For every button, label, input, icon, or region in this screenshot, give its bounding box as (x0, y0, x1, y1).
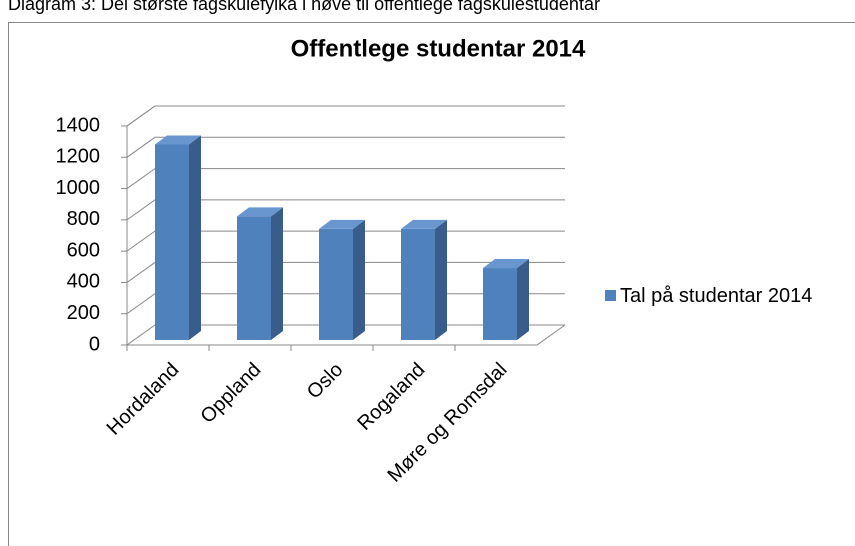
bar-top (237, 207, 283, 217)
bar-side (189, 135, 201, 340)
x-tick-label: Oppland (196, 359, 265, 428)
x-tick-label: Rogaland (353, 359, 429, 435)
y-tick-label: 800 (67, 208, 100, 230)
grid-line (126, 105, 565, 127)
bar (155, 144, 189, 340)
bar-top (155, 135, 201, 145)
legend-swatch (605, 290, 616, 301)
grid-line (126, 136, 565, 158)
y-tick-label: 1200 (56, 146, 101, 168)
bar-top (483, 259, 529, 269)
x-tick-label: Oslo (303, 359, 348, 404)
y-tick-label: 1400 (56, 114, 101, 136)
wall-edge (126, 105, 156, 345)
x-tick-label: Hordaland (103, 359, 184, 440)
chart-title: Offentlege studentar 2014 (291, 35, 586, 62)
bar-side (517, 259, 529, 340)
caption: Diagram 3: Dei største fagskulefylka i h… (8, 0, 600, 14)
y-tick-label: 0 (89, 333, 100, 355)
bar-top (319, 219, 365, 229)
y-tick-label: 600 (67, 239, 100, 261)
y-tick-label: 400 (67, 271, 100, 293)
bar-side (435, 219, 447, 340)
chart-border (8, 22, 855, 546)
floor (127, 324, 566, 346)
y-tick-label: 200 (67, 302, 100, 324)
bar-side (353, 219, 365, 340)
legend-label: Tal på studentar 2014 (620, 285, 813, 307)
bar-side (271, 207, 283, 340)
bar (319, 228, 353, 340)
bar (237, 216, 271, 340)
bar-top (401, 219, 447, 229)
bar (483, 268, 517, 340)
bar (401, 228, 435, 340)
y-tick-label: 1000 (56, 177, 101, 199)
